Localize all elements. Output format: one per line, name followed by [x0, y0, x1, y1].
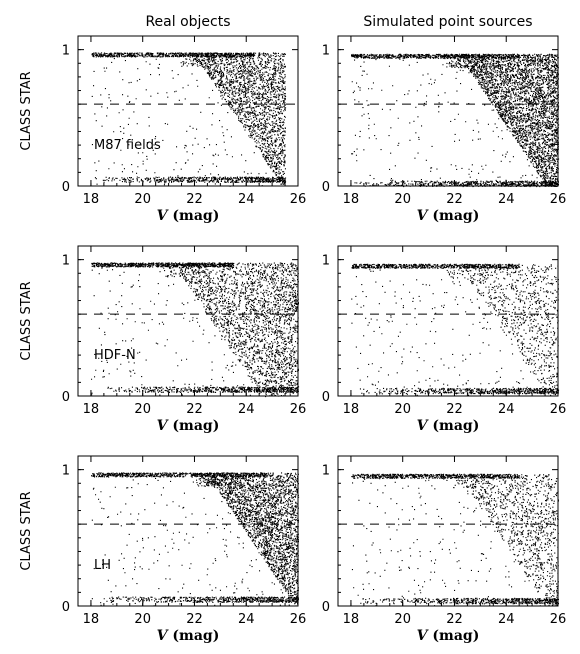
y-axis-label: CLASS STAR: [19, 71, 34, 150]
points-real-lh: [91, 472, 300, 607]
y-tick-label: 1: [62, 464, 70, 479]
points-sim-hdfn: [351, 263, 560, 396]
plot-frame: [337, 35, 559, 187]
x-tick-label: 20: [134, 402, 151, 417]
y-tick-label: 0: [322, 600, 330, 615]
x-axis-label: V (mag): [157, 208, 220, 224]
x-tick-label: 24: [238, 402, 255, 417]
x-tick-label: 24: [238, 612, 255, 627]
x-tick-label: 22: [446, 192, 463, 207]
x-tick-label: 20: [394, 612, 411, 627]
plot-frame: [337, 245, 559, 397]
x-tick-label: 20: [394, 402, 411, 417]
x-tick-label: 26: [290, 402, 307, 417]
field-label: LH: [94, 558, 111, 573]
y-tick-label: 0: [62, 180, 70, 195]
x-tick-label: 18: [83, 402, 100, 417]
panel-sim-lh: 18 20 22 24 26 0 1 V (mag): [322, 455, 567, 644]
x-tick-label: 24: [498, 612, 515, 627]
x-axis-label: V (mag): [417, 628, 480, 644]
plot-frame: [77, 455, 299, 607]
x-tick-label: 22: [446, 612, 463, 627]
x-tick-label: 18: [343, 192, 360, 207]
x-tick-label: 26: [550, 192, 567, 207]
x-tick-label: 24: [498, 192, 515, 207]
y-tick-label: 1: [62, 254, 70, 269]
y-tick-label: 0: [322, 390, 330, 405]
panel-sim-hdfn: 18 20 22 24 26 0 1 V (mag): [322, 245, 567, 434]
x-tick-label: 24: [238, 192, 255, 207]
points-real-m87: [91, 52, 287, 187]
x-tick-label: 18: [343, 612, 360, 627]
x-tick-label: 18: [83, 192, 100, 207]
x-tick-label: 18: [83, 612, 100, 627]
y-axis-label: CLASS STAR: [19, 491, 34, 570]
x-tick-label: 26: [550, 612, 567, 627]
field-label: HDF-N: [94, 348, 136, 363]
column-title-real-objects: Real objects: [145, 14, 230, 30]
plot-frame: [77, 245, 299, 397]
x-tick-label: 22: [186, 612, 203, 627]
y-tick-label: 0: [322, 180, 330, 195]
points-sim-lh: [351, 473, 559, 607]
points-real-hdfn: [91, 262, 300, 398]
x-axis-label: V (mag): [417, 208, 480, 224]
x-tick-label: 20: [394, 192, 411, 207]
x-axis-label: V (mag): [417, 418, 480, 434]
x-tick-label: 22: [186, 192, 203, 207]
x-tick-label: 20: [134, 192, 151, 207]
x-tick-label: 22: [186, 402, 203, 417]
x-tick-label: 24: [498, 402, 515, 417]
x-tick-label: 20: [134, 612, 151, 627]
panel-real-m87: 18 20 22 24 26 0 1 V (mag) CLASS STAR M87 fields: [19, 35, 307, 224]
x-axis-label: V (mag): [157, 628, 220, 644]
x-tick-label: 26: [290, 192, 307, 207]
y-tick-label: 0: [62, 600, 70, 615]
column-title-simulated-point-sources: Simulated point sources: [363, 14, 532, 30]
y-axis-label: CLASS STAR: [19, 281, 34, 360]
x-axis-label: V (mag): [157, 418, 220, 434]
y-tick-label: 1: [62, 44, 70, 59]
y-tick-label: 1: [322, 464, 330, 479]
y-tick-label: 1: [322, 44, 330, 59]
y-tick-label: 1: [322, 254, 330, 269]
panel-sim-m87: 18 20 22 24 26 0 1 V (mag): [322, 35, 567, 224]
field-label: M87 fields: [94, 138, 161, 153]
x-tick-label: 26: [550, 402, 567, 417]
plot-frame: [337, 455, 559, 607]
panel-real-hdfn: 18 20 22 24 26 0 1 V (mag) CLASS STAR HDF-N: [19, 245, 307, 434]
y-tick-label: 0: [62, 390, 70, 405]
x-tick-label: 26: [290, 612, 307, 627]
panel-real-lh: 18 20 22 24 26 0 1 V (mag) CLASS STAR LH: [19, 455, 307, 644]
x-tick-label: 22: [446, 402, 463, 417]
x-tick-label: 18: [343, 402, 360, 417]
points-sim-m87: [351, 53, 560, 188]
plot-frame: [77, 35, 299, 187]
